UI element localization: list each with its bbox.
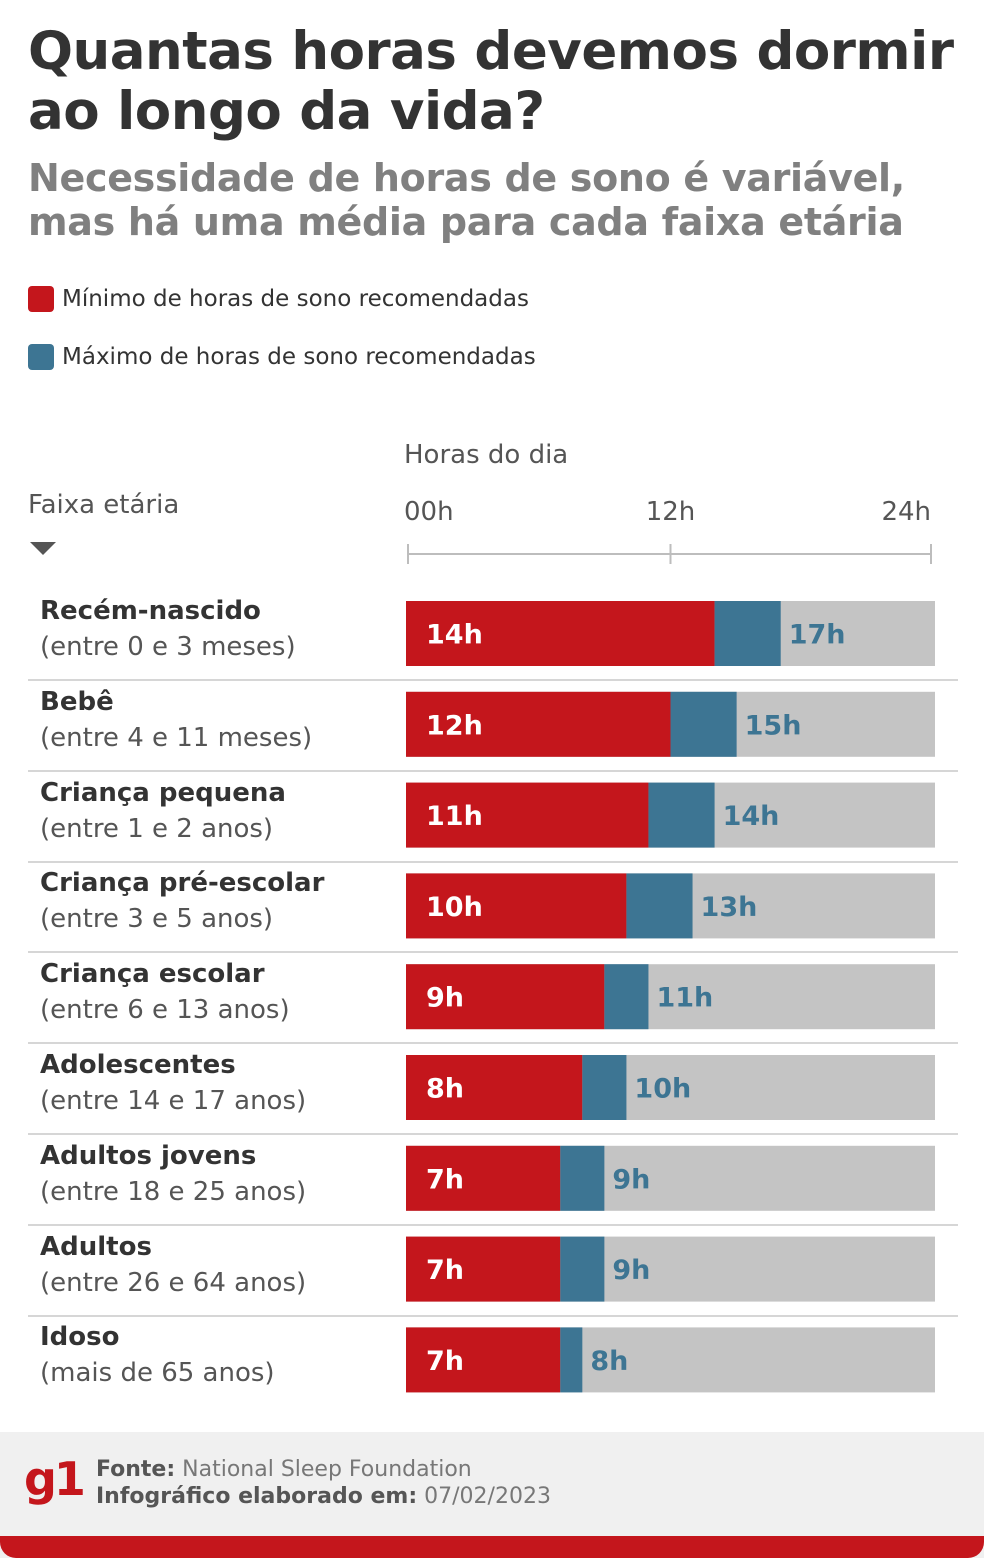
footer-text: Fonte: National Sleep Foundation Infográ…: [96, 1456, 551, 1510]
bar-max: [714, 601, 781, 666]
source-label: Fonte:: [96, 1457, 176, 1482]
bar-min: [406, 873, 627, 939]
bar-min: [406, 1236, 561, 1302]
bar-min: [406, 691, 671, 757]
category-name: Idoso: [40, 1322, 120, 1353]
date-value: 07/02/2023: [424, 1484, 551, 1509]
source-value: National Sleep Foundation: [182, 1457, 472, 1482]
row-divider: [28, 860, 958, 863]
bar-min-label: 12h: [426, 710, 483, 741]
bar-min-label: 11h: [426, 801, 483, 832]
bar-min-label: 8h: [426, 1074, 464, 1105]
row-divider: [28, 1314, 958, 1317]
row-label: Criança pequena (entre 1 e 2 anos): [40, 775, 286, 847]
chart-title: Quantas horas devemos dormir ao longo da…: [28, 21, 954, 142]
bar-max-label: 10h: [634, 1074, 691, 1105]
category-name: Adultos jovens: [40, 1140, 257, 1171]
bar-max: [604, 964, 649, 1030]
bars-area: 14h 17h 12h 15h 11h 14h 10h 13h 9h 11h 8h 10h 7h 9h 7h…: [406, 601, 935, 1393]
category-range: (entre 14 e 17 anos): [40, 1086, 307, 1116]
bar-max-label: 8h: [590, 1346, 628, 1377]
category-name: Adultos: [40, 1231, 152, 1262]
chevron-down-icon: [30, 542, 56, 555]
row-label: Recém-nascido (entre 0 e 3 meses): [40, 593, 296, 665]
bar-min: [406, 782, 649, 848]
category-range: (entre 1 e 2 anos): [40, 813, 274, 844]
row-label: Adolescentes (entre 14 e 17 anos): [40, 1047, 306, 1119]
bar-min-label: 7h: [426, 1255, 464, 1286]
bar-min-label: 10h: [426, 892, 483, 923]
row-label: Idoso (mais de 65 anos): [40, 1319, 275, 1391]
g1-logo: g1: [24, 1452, 86, 1506]
axis-tick-label: 12h: [646, 497, 696, 527]
bar-min: [406, 1327, 561, 1393]
category-range: (entre 6 e 13 anos): [40, 995, 290, 1026]
legend-swatch-max: [28, 344, 54, 370]
bar-max-label: 9h: [612, 1164, 650, 1195]
bar-min: [406, 601, 715, 666]
bar-min: [406, 1055, 583, 1120]
legend-swatch-min: [28, 286, 54, 312]
row-divider: [28, 769, 958, 772]
category-name: Recém-nascido: [40, 596, 261, 626]
legend-label-max: Máximo de horas de sono recomendadas: [62, 344, 536, 370]
chart-subtitle: Necessidade de horas de sono é variável,…: [28, 156, 905, 244]
legend-item-min: Mínimo de horas de sono recomendadas: [28, 284, 529, 314]
bar-min: [406, 964, 605, 1030]
category-range: (entre 3 e 5 anos): [40, 904, 274, 935]
category-range: (entre 0 e 3 meses): [40, 632, 296, 662]
bar-max: [582, 1055, 627, 1120]
bar-max: [626, 873, 693, 939]
category-range: (entre 18 e 25 anos): [40, 1176, 307, 1207]
legend-label-min: Mínimo de horas de sono recomendadas: [62, 286, 529, 312]
row-label: Adultos (entre 26 e 64 anos): [40, 1229, 306, 1301]
category-name: Adolescentes: [40, 1050, 236, 1080]
bar-max-label: 9h: [612, 1255, 650, 1286]
row-divider: [28, 1223, 958, 1226]
bar-max: [560, 1327, 583, 1393]
bar-max: [560, 1145, 605, 1211]
bar-max-label: 15h: [745, 710, 802, 741]
row-label: Adultos jovens (entre 18 e 25 anos): [40, 1138, 306, 1210]
bar-max-label: 11h: [656, 983, 713, 1014]
row-divider: [28, 1133, 958, 1135]
bar-max: [670, 691, 737, 757]
category-name: Criança pequena: [40, 777, 286, 808]
bar-max: [560, 1236, 605, 1302]
row-divider: [28, 951, 958, 954]
x-axis: 00h 12h 24h: [404, 497, 932, 564]
category-range: (entre 4 e 11 meses): [40, 722, 313, 753]
bar-min: [406, 1145, 561, 1211]
bar-min-label: 7h: [426, 1164, 464, 1195]
row-label: Bebê (entre 4 e 11 meses): [40, 684, 312, 756]
axis-tick-label: 24h: [881, 497, 931, 527]
axis-title: Horas do dia: [404, 440, 569, 470]
row-divider: [28, 679, 958, 681]
category-name: Bebê: [40, 686, 114, 717]
footer-bar: [0, 1536, 984, 1558]
legend-item-max: Máximo de horas de sono recomendadas: [28, 342, 536, 372]
bar-max-label: 17h: [789, 620, 846, 651]
category-range: (entre 26 e 64 anos): [40, 1267, 307, 1298]
footer: g1 Fonte: National Sleep Foundation Info…: [0, 1432, 984, 1558]
bar-max: [648, 782, 715, 848]
faixa-etaria-label: Faixa etária: [28, 490, 180, 520]
category-range: (mais de 65 anos): [40, 1358, 275, 1389]
bar-max-label: 14h: [723, 801, 780, 832]
bar-max-label: 13h: [701, 892, 758, 923]
axis-tick-label: 00h: [404, 497, 454, 527]
bar-min-label: 9h: [426, 983, 464, 1014]
source-line: Fonte: National Sleep Foundation: [96, 1456, 551, 1483]
date-label: Infográfico elaborado em:: [96, 1484, 418, 1509]
bar-min-label: 7h: [426, 1346, 464, 1377]
date-line: Infográfico elaborado em: 07/02/2023: [96, 1483, 551, 1510]
bar-min-label: 14h: [426, 620, 483, 651]
category-name: Criança escolar: [40, 959, 265, 990]
category-name: Criança pré-escolar: [40, 868, 325, 899]
row-label: Criança escolar (entre 6 e 13 anos): [40, 956, 290, 1028]
row-label: Criança pré-escolar (entre 3 e 5 anos): [40, 865, 324, 937]
row-divider: [28, 1042, 958, 1045]
